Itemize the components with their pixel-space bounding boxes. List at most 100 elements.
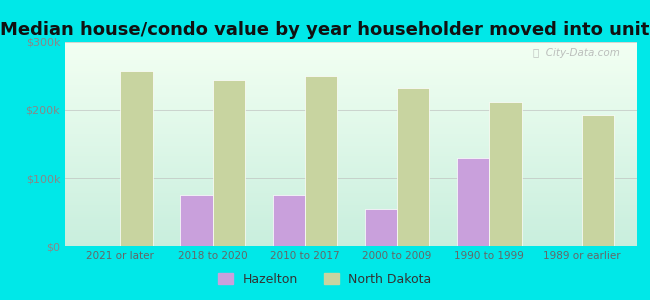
Bar xyxy=(65,156,637,158)
Bar xyxy=(120,70,153,246)
Bar xyxy=(397,88,430,246)
Bar xyxy=(65,195,637,197)
Bar xyxy=(65,224,637,226)
Bar xyxy=(65,68,637,70)
Bar xyxy=(65,142,637,144)
Bar xyxy=(65,81,637,83)
Bar xyxy=(65,201,637,203)
Bar xyxy=(65,89,637,91)
Bar xyxy=(65,154,637,156)
Bar xyxy=(65,160,637,162)
Bar xyxy=(65,119,637,122)
Bar xyxy=(65,169,637,170)
Bar xyxy=(65,175,637,177)
Bar xyxy=(65,130,637,132)
Bar xyxy=(65,193,637,195)
Bar xyxy=(65,179,637,181)
Bar xyxy=(65,93,637,95)
Bar xyxy=(65,75,637,77)
Bar xyxy=(65,181,637,183)
Bar xyxy=(65,101,637,103)
Bar xyxy=(65,54,637,56)
Bar xyxy=(582,115,614,246)
Bar xyxy=(65,140,637,142)
Bar xyxy=(65,64,637,67)
Bar xyxy=(65,228,637,230)
Bar xyxy=(65,152,637,154)
Text: ⓘ  City-Data.com: ⓘ City-Data.com xyxy=(533,48,620,58)
Bar xyxy=(65,122,637,124)
Bar xyxy=(65,146,637,148)
Bar xyxy=(272,195,305,246)
Bar xyxy=(65,199,637,201)
Bar xyxy=(65,244,637,246)
Bar xyxy=(180,195,213,246)
Bar xyxy=(65,97,637,99)
Bar xyxy=(65,220,637,221)
Bar xyxy=(65,85,637,87)
Bar xyxy=(65,77,637,79)
Bar xyxy=(65,107,637,109)
Bar xyxy=(65,60,637,62)
Bar xyxy=(65,95,637,97)
Bar xyxy=(65,187,637,189)
Bar xyxy=(65,207,637,209)
Bar xyxy=(65,158,637,160)
Bar xyxy=(365,208,397,246)
Bar xyxy=(65,67,637,68)
Bar xyxy=(65,183,637,185)
Bar xyxy=(65,109,637,111)
Bar xyxy=(65,148,637,150)
Bar xyxy=(65,124,637,126)
Bar xyxy=(65,172,637,175)
Bar xyxy=(65,236,637,238)
Bar xyxy=(65,103,637,105)
Bar xyxy=(65,105,637,107)
Bar xyxy=(65,58,637,60)
Bar xyxy=(65,189,637,191)
Bar xyxy=(65,211,637,213)
Bar xyxy=(65,177,637,179)
Bar xyxy=(65,197,637,199)
Bar xyxy=(65,232,637,234)
Bar xyxy=(65,52,637,54)
Text: Median house/condo value by year householder moved into unit: Median house/condo value by year househo… xyxy=(0,21,650,39)
Bar xyxy=(65,170,637,172)
Bar xyxy=(65,42,637,44)
Bar xyxy=(65,234,637,236)
Bar xyxy=(65,126,637,128)
Bar xyxy=(65,99,637,101)
Bar xyxy=(65,240,637,242)
Bar xyxy=(65,150,637,152)
Bar xyxy=(65,116,637,118)
Bar xyxy=(65,113,637,116)
Bar xyxy=(65,79,637,81)
Bar xyxy=(65,128,637,130)
Bar xyxy=(65,191,637,193)
Bar xyxy=(213,80,245,246)
Bar xyxy=(65,162,637,164)
Bar xyxy=(65,91,637,93)
Bar xyxy=(65,56,637,58)
Bar xyxy=(65,238,637,240)
Bar xyxy=(65,203,637,205)
Bar xyxy=(65,87,637,89)
Bar xyxy=(65,46,637,48)
Bar xyxy=(65,132,637,134)
Bar xyxy=(65,62,637,64)
Bar xyxy=(65,242,637,244)
Bar xyxy=(65,144,637,146)
Bar xyxy=(65,134,637,136)
Bar xyxy=(65,226,637,228)
Bar xyxy=(65,73,637,75)
Bar xyxy=(65,118,637,119)
Bar xyxy=(457,158,489,246)
Bar xyxy=(65,230,637,232)
Bar xyxy=(65,164,637,166)
Bar xyxy=(65,205,637,207)
Bar xyxy=(65,213,637,215)
Bar xyxy=(65,70,637,73)
Bar xyxy=(65,50,637,52)
Bar xyxy=(65,48,637,50)
Bar xyxy=(65,215,637,217)
